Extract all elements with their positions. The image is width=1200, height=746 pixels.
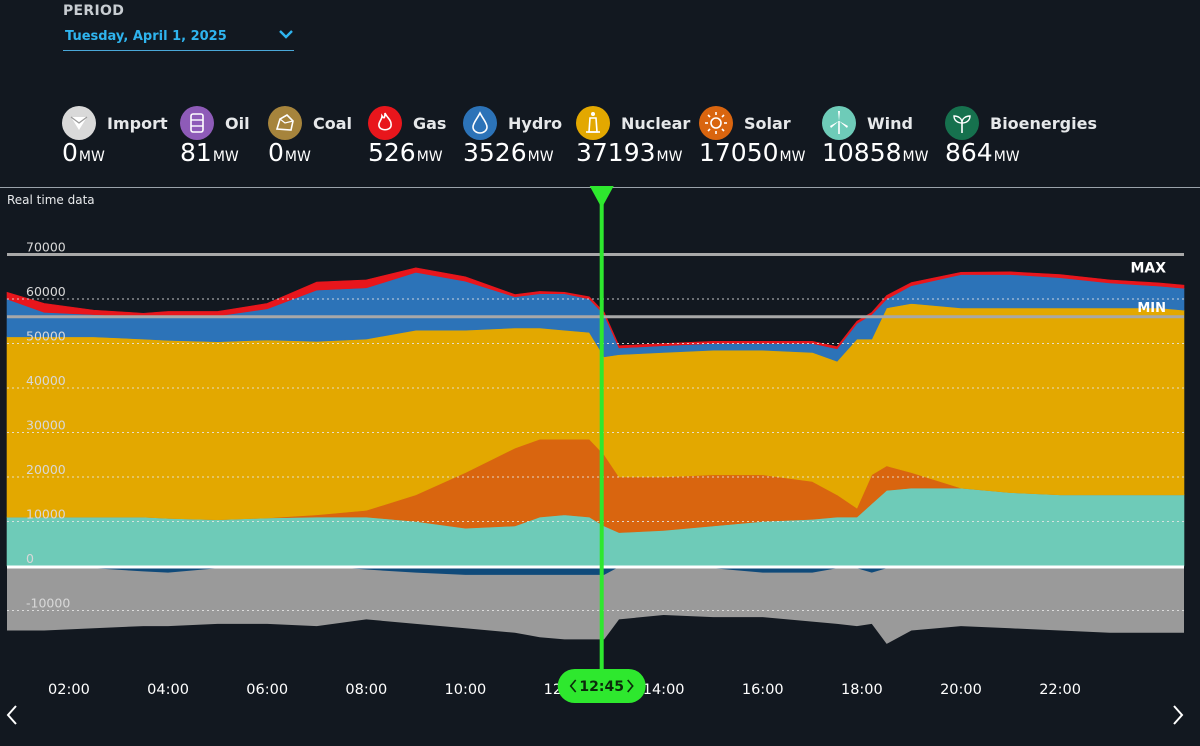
y-tick-label: 40000 (26, 373, 66, 388)
oil-barrel-icon (180, 106, 214, 140)
y-tick-label: 10000 (26, 507, 66, 522)
legend-value: 81MW (180, 138, 239, 167)
x-tick-label: 10:00 (445, 682, 487, 698)
import-icon (62, 106, 96, 140)
legend-value: 0MW (268, 138, 311, 167)
legend-name: Coal (313, 114, 353, 133)
y-tick-label: -10000 (26, 596, 70, 611)
y-tick-label: 70000 (26, 240, 66, 255)
period-dropdown[interactable]: Tuesday, April 1, 2025 (63, 26, 294, 51)
legend-name: Nuclear (621, 114, 691, 133)
solar-sun-icon (699, 106, 733, 140)
period-label: PERIOD (63, 3, 125, 19)
max-label: MAX (1130, 261, 1166, 277)
legend-name: Oil (225, 114, 250, 133)
x-tick-label: 20:00 (940, 682, 982, 698)
y-tick-label: 20000 (26, 462, 66, 477)
legend-value: 526MW (368, 138, 443, 167)
time-cursor-handle[interactable] (557, 669, 646, 703)
y-tick-label: 30000 (26, 418, 66, 433)
x-tick-label: 06:00 (246, 682, 288, 698)
wind-turbine-icon (822, 106, 856, 140)
period-selected-date: Tuesday, April 1, 2025 (65, 29, 227, 44)
previous-day-button[interactable] (0, 700, 24, 730)
y-tick-label: 0 (26, 551, 34, 566)
legend-name: Import (107, 114, 168, 133)
gas-flame-icon (368, 106, 402, 140)
chevron-right-icon (627, 679, 634, 693)
legend-value: 37193MW (576, 138, 683, 167)
x-tick-label: 16:00 (742, 682, 784, 698)
legend-value: 864MW (945, 138, 1020, 167)
x-tick-label: 14:00 (643, 682, 685, 698)
coal-icon (268, 106, 302, 140)
x-tick-label: 18:00 (841, 682, 883, 698)
energy-legend: Import 0MW Oil 81MW Coal 0MW Gas 526MW H… (0, 104, 1200, 174)
legend-name: Bioenergies (990, 114, 1097, 133)
y-tick-label: 60000 (26, 284, 66, 299)
area-gas (6, 267, 1185, 350)
legend-value: 17050MW (699, 138, 806, 167)
x-tick-label: 04:00 (147, 682, 189, 698)
area-pumping (7, 566, 1184, 575)
min-label: MIN (1137, 301, 1166, 316)
legend-name: Gas (413, 114, 447, 133)
chevron-left-icon (569, 679, 577, 693)
legend-value: 10858MW (822, 138, 929, 167)
x-tick-label: 08:00 (345, 682, 387, 698)
next-day-button[interactable] (1166, 700, 1190, 730)
bioenergy-leaf-icon (945, 106, 979, 140)
x-tick-label: 22:00 (1039, 682, 1081, 698)
realtime-label: Real time data (7, 193, 95, 207)
legend-value: 3526MW (463, 138, 554, 167)
legend-value: 0MW (62, 138, 105, 167)
chevron-down-icon (278, 26, 294, 42)
nuclear-icon (576, 106, 610, 140)
legend-name: Wind (867, 114, 913, 133)
time-cursor-marker (589, 186, 614, 208)
y-tick-label: 50000 (26, 329, 66, 344)
legend-name: Hydro (508, 114, 563, 133)
time-cursor-label: 12:45 (579, 679, 624, 695)
area-export (7, 566, 1184, 644)
x-tick-label: 02:00 (48, 682, 90, 698)
hydro-drop-icon (463, 106, 497, 140)
legend-name: Solar (744, 114, 791, 133)
